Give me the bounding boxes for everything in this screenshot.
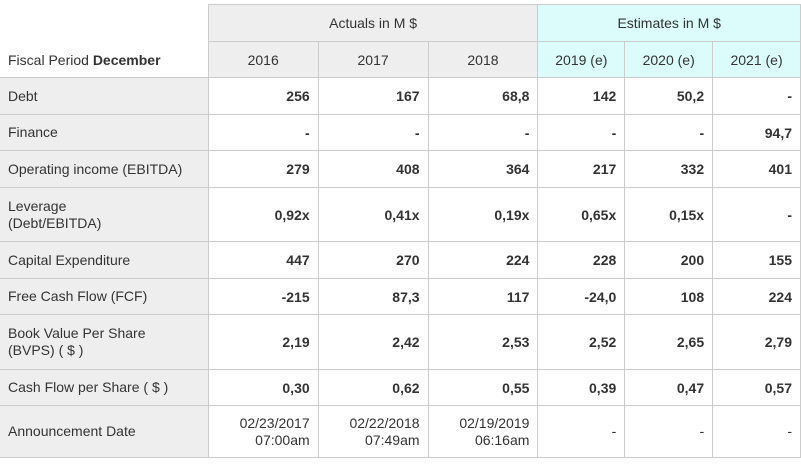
value-cell: -	[537, 114, 626, 151]
value-cell: 2,42	[317, 314, 429, 370]
value-cell: 167	[317, 77, 429, 115]
table-row: Free Cash Flow (FCF) -215 87,3 117 -24,0 108 2…	[0, 278, 801, 315]
value-cell: 256	[207, 77, 319, 115]
value-cell: 364	[427, 150, 539, 188]
year-header: 2019 (e)	[537, 41, 626, 78]
value-cell: 108	[624, 278, 714, 315]
year-header: 2020 (e)	[624, 41, 714, 78]
year-header: 2018	[427, 41, 539, 78]
date-cell: 02/22/2018 07:49am	[317, 405, 429, 458]
row-label: Operating income (EBITDA)	[0, 150, 209, 188]
value-cell: 155	[712, 241, 801, 279]
financial-table: Fiscal Period December Actuals in M $ Es…	[0, 4, 801, 458]
table-row: Leverage (Debt/EBITDA) 0,92x 0,41x 0,19x 0,6…	[0, 187, 801, 242]
date-text: 02/22/2018	[349, 414, 420, 431]
value-cell: 0,62	[317, 369, 429, 406]
actuals-header: Actuals in M $	[207, 4, 539, 42]
value-cell: 0,65x	[537, 187, 626, 242]
table-row: Book Value Per Share (BVPS) ( $ ) 2,19 2,4…	[0, 314, 801, 370]
value-cell: 142	[537, 77, 626, 115]
value-cell: -	[624, 114, 714, 151]
value-cell: 224	[427, 241, 539, 279]
value-cell: -	[317, 114, 429, 151]
time-text: 07:00am	[255, 431, 310, 448]
value-cell: 2,79	[712, 314, 801, 370]
value-cell: 2,65	[624, 314, 714, 370]
year-header: 2021 (e)	[712, 41, 801, 78]
value-cell: 0,39	[537, 369, 626, 406]
date-text: 02/23/2017	[239, 414, 310, 431]
date-text: -	[611, 423, 617, 439]
table-row: Cash Flow per Share ( $ ) 0,30 0,62 0,55 0,3…	[0, 369, 801, 406]
value-cell: 270	[317, 241, 429, 279]
date-cell: 02/19/2019 06:16am	[427, 405, 539, 458]
date-text: -	[787, 423, 792, 439]
row-label: Free Cash Flow (FCF)	[0, 278, 209, 315]
estimates-header: Estimates in M $	[537, 4, 801, 42]
value-cell: 228	[537, 241, 626, 279]
value-cell: 0,55	[427, 369, 539, 406]
value-cell: 94,7	[712, 114, 801, 151]
value-cell: -	[712, 77, 801, 115]
year-header: 2017	[317, 41, 429, 78]
value-cell: 0,57	[712, 369, 801, 406]
time-text: 06:16am	[474, 431, 530, 448]
value-cell: 224	[712, 278, 801, 315]
value-cell: 200	[624, 241, 714, 279]
value-cell: 217	[537, 150, 626, 188]
value-cell: 2,19	[207, 314, 319, 370]
value-cell: 0,41x	[317, 187, 429, 242]
value-cell: 0,47	[624, 369, 714, 406]
value-cell: 117	[427, 278, 539, 315]
value-cell: -	[427, 114, 539, 151]
row-label: Capital Expenditure	[0, 241, 209, 279]
year-header: 2016	[207, 41, 319, 78]
value-cell: 279	[207, 150, 319, 188]
table-row: Operating income (EBITDA) 279 408 364 217 332…	[0, 150, 801, 188]
value-cell: 0,19x	[427, 187, 539, 242]
value-cell: 0,92x	[207, 187, 319, 242]
table-row: Debt 256 167 68,8 142 50,2-	[0, 77, 801, 115]
table-row: Finance - - - - -94,7	[0, 114, 801, 151]
value-cell: -24,0	[537, 278, 626, 315]
table-row: Announcement Date 02/23/2017 07:00am 02/22/…	[0, 405, 801, 458]
value-cell: 87,3	[317, 278, 429, 315]
fiscal-period-label: Fiscal Period December	[0, 4, 209, 78]
value-cell: 68,8	[427, 77, 539, 115]
value-cell: -	[207, 114, 319, 151]
value-cell: 401	[712, 150, 801, 188]
row-label: Announcement Date	[0, 405, 209, 458]
value-cell: 0,30	[207, 369, 319, 406]
value-cell: -215	[207, 278, 319, 315]
table-row: Capital Expenditure 447 270 224 228 200 155	[0, 241, 801, 279]
value-cell: 2,52	[537, 314, 626, 370]
date-cell: 02/23/2017 07:00am	[207, 405, 319, 458]
value-cell: 332	[624, 150, 714, 188]
value-cell: 50,2	[624, 77, 714, 115]
value-cell: -	[712, 187, 801, 242]
value-cell: 447	[207, 241, 319, 279]
row-label: Debt	[0, 77, 209, 115]
value-cell: 408	[317, 150, 429, 188]
date-cell: -	[712, 405, 801, 458]
value-cell: 0,15x	[624, 187, 714, 242]
row-label: Cash Flow per Share ( $ )	[0, 369, 209, 406]
row-label: Book Value Per Share (BVPS) ( $ )	[0, 314, 209, 370]
date-text: -	[699, 423, 705, 439]
time-text: 07:49am	[365, 431, 420, 448]
value-cell: 2,53	[427, 314, 539, 370]
date-cell: -	[624, 405, 714, 458]
row-label: Leverage (Debt/EBITDA)	[0, 187, 209, 242]
date-text: 02/19/2019	[459, 414, 530, 431]
date-cell: -	[537, 405, 626, 458]
row-label: Finance	[0, 114, 209, 151]
